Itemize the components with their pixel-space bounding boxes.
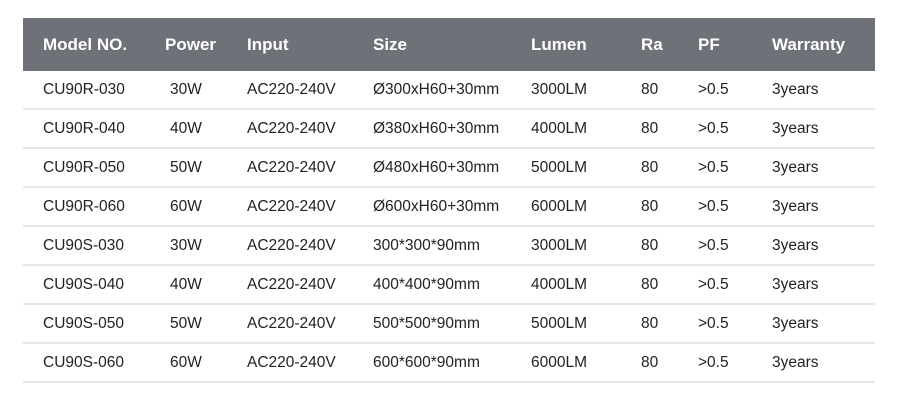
cell-power: 50W <box>170 159 202 176</box>
cell-lumen: 6000LM <box>531 354 588 371</box>
cell-power: 30W <box>170 237 202 254</box>
cell-input: AC220-240V <box>247 315 336 332</box>
cell-model: CU90R-030 <box>43 81 125 98</box>
table-row: CU90R-060 60W AC220-240V Ø600xH60+30mm 6000L… <box>23 188 875 227</box>
cell-size: Ø300xH60+30mm <box>373 81 500 98</box>
header-model: Model NO. <box>43 35 128 54</box>
table-row: CU90R-050 50W AC220-240V Ø480xH60+30mm 5000L… <box>23 149 875 188</box>
cell-warranty: 3years <box>772 120 819 137</box>
table-header: Model NO. Power Input Size Lumen Ra PF Warranty <box>23 18 875 71</box>
cell-lumen: 4000LM <box>531 120 588 137</box>
cell-power: 60W <box>170 198 202 215</box>
cell-size: Ø600xH60+30mm <box>373 198 500 215</box>
cell-lumen: 3000LM <box>531 237 588 254</box>
cell-model: CU90S-030 <box>43 237 124 254</box>
header-lumen: Lumen <box>531 35 587 54</box>
cell-lumen: 5000LM <box>531 159 588 176</box>
cell-pf: >0.5 <box>698 315 729 332</box>
cell-ra: 80 <box>641 354 659 371</box>
table-row: CU90S-060 60W AC220-240V 600*600*90mm 6000LM… <box>23 344 875 383</box>
cell-model: CU90R-040 <box>43 120 125 137</box>
cell-ra: 80 <box>641 120 659 137</box>
cell-pf: >0.5 <box>698 276 729 293</box>
cell-warranty: 3years <box>772 159 819 176</box>
header-power: Power <box>165 35 217 54</box>
cell-size: Ø380xH60+30mm <box>373 120 500 137</box>
cell-size: 500*500*90mm <box>373 315 480 332</box>
cell-input: AC220-240V <box>247 198 336 215</box>
cell-input: AC220-240V <box>247 237 336 254</box>
cell-lumen: 4000LM <box>531 276 588 293</box>
cell-model: CU90S-050 <box>43 315 124 332</box>
cell-model: CU90R-050 <box>43 159 125 176</box>
cell-input: AC220-240V <box>247 276 336 293</box>
header-pf: PF <box>698 35 720 54</box>
header-warranty: Warranty <box>772 35 846 54</box>
table-row: CU90S-030 30W AC220-240V 300*300*90mm 3000LM… <box>23 227 875 266</box>
cell-model: CU90R-060 <box>43 198 125 215</box>
cell-ra: 80 <box>641 159 659 176</box>
cell-lumen: 6000LM <box>531 198 588 215</box>
cell-ra: 80 <box>641 81 659 98</box>
cell-power: 30W <box>170 81 202 98</box>
cell-power: 40W <box>170 120 202 137</box>
cell-input: AC220-240V <box>247 159 336 176</box>
cell-pf: >0.5 <box>698 81 729 98</box>
cell-size: 600*600*90mm <box>373 354 480 371</box>
cell-size: Ø480xH60+30mm <box>373 159 500 176</box>
cell-pf: >0.5 <box>698 354 729 371</box>
header-input: Input <box>247 35 289 54</box>
cell-ra: 80 <box>641 198 659 215</box>
cell-warranty: 3years <box>772 237 819 254</box>
cell-model: CU90S-040 <box>43 276 124 293</box>
cell-ra: 80 <box>641 237 659 254</box>
cell-size: 400*400*90mm <box>373 276 480 293</box>
cell-pf: >0.5 <box>698 120 729 137</box>
cell-warranty: 3years <box>772 315 819 332</box>
cell-model: CU90S-060 <box>43 354 124 371</box>
cell-pf: >0.5 <box>698 237 729 254</box>
table-row: CU90S-040 40W AC220-240V 400*400*90mm 4000LM… <box>23 266 875 305</box>
cell-warranty: 3years <box>772 354 819 371</box>
header-size: Size <box>373 35 408 54</box>
spec-table: Model NO. Power Input Size Lumen Ra PF Warranty… <box>23 18 875 383</box>
cell-input: AC220-240V <box>247 81 336 98</box>
cell-ra: 80 <box>641 276 659 293</box>
table-row: CU90R-040 40W AC220-240V Ø380xH60+30mm 4000L… <box>23 110 875 149</box>
cell-ra: 80 <box>641 315 659 332</box>
cell-pf: >0.5 <box>698 198 729 215</box>
cell-warranty: 3years <box>772 276 819 293</box>
cell-warranty: 3years <box>772 81 819 98</box>
header-ra: Ra <box>641 35 663 54</box>
cell-lumen: 5000LM <box>531 315 588 332</box>
table-row: CU90R-030 30W AC220-240V Ø300xH60+30mm 3000L… <box>23 71 875 110</box>
cell-pf: >0.5 <box>698 159 729 176</box>
cell-power: 50W <box>170 315 202 332</box>
cell-input: AC220-240V <box>247 120 336 137</box>
table-row: CU90S-050 50W AC220-240V 500*500*90mm 5000LM… <box>23 305 875 344</box>
cell-power: 40W <box>170 276 202 293</box>
cell-input: AC220-240V <box>247 354 336 371</box>
cell-lumen: 3000LM <box>531 81 588 98</box>
cell-power: 60W <box>170 354 202 371</box>
cell-warranty: 3years <box>772 198 819 215</box>
cell-size: 300*300*90mm <box>373 237 480 254</box>
